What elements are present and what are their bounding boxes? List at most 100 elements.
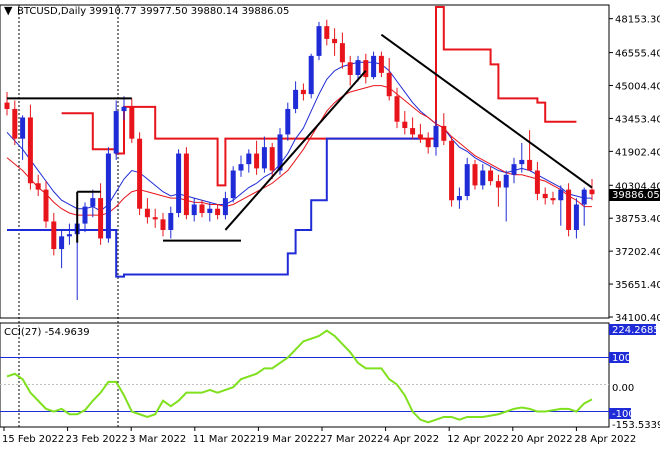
candle-body	[558, 189, 564, 201]
candle	[113, 100, 119, 160]
candle-body	[90, 198, 96, 207]
candle	[581, 187, 587, 226]
candle-body	[519, 159, 525, 165]
candle-body	[316, 26, 322, 56]
candle-body	[27, 117, 33, 184]
trendline	[380, 33, 593, 189]
candle	[480, 164, 486, 190]
candle	[261, 136, 267, 173]
candle	[4, 91, 10, 116]
cci-level-0-label: 0.00	[612, 383, 634, 394]
candle-body	[199, 204, 205, 213]
date-tick-label: 12 Apr 2022	[447, 434, 509, 445]
candle	[90, 189, 96, 218]
fast-ma-line	[6, 61, 592, 212]
candle	[269, 142, 275, 180]
candle-body	[402, 121, 408, 129]
date-axis: 15 Feb 2022 23 Feb 2022 3 Mar 2022 11 Mar 2…	[2, 427, 636, 445]
candle-body	[20, 117, 26, 139]
candle-body	[425, 138, 431, 148]
candle-body	[511, 164, 517, 175]
candle	[98, 183, 104, 245]
candle-body	[363, 60, 369, 78]
candle-body	[43, 189, 49, 222]
candle-body	[176, 153, 182, 213]
candle	[293, 81, 299, 114]
candle-body	[542, 193, 548, 199]
candle-body	[378, 55, 384, 73]
price-pane-frame	[0, 4, 610, 319]
price-tick-label: 48153.30	[615, 15, 660, 26]
candle-body	[105, 153, 111, 239]
candle	[347, 55, 353, 86]
price-axis: 48153.30 46555.40 45004.40 43453.40 41902.40…	[609, 15, 660, 324]
candle-body	[137, 138, 143, 209]
candle-body	[59, 236, 65, 250]
candle	[371, 51, 377, 80]
candle-body	[82, 206, 88, 224]
candle	[308, 53, 314, 99]
candle-body	[386, 72, 392, 97]
candle	[339, 32, 345, 69]
candle-body	[394, 96, 400, 122]
candle-body	[417, 134, 423, 139]
candle-body	[534, 170, 540, 194]
date-tick-label: 4 Apr 2022	[384, 434, 439, 445]
trendline	[224, 70, 367, 231]
candle-body	[300, 89, 306, 95]
candle	[332, 28, 338, 56]
candle	[355, 55, 361, 82]
candle-body	[191, 204, 197, 216]
cci-level-neg100-box	[609, 408, 631, 419]
current-price-label: 39886.05	[612, 190, 660, 201]
candle-body	[371, 55, 377, 78]
candle-body	[589, 189, 595, 195]
candle	[59, 229, 65, 269]
candle-body	[207, 208, 213, 213]
candle-body	[339, 43, 345, 63]
candle	[230, 166, 236, 203]
candle-body	[449, 140, 455, 201]
candle-body	[480, 170, 486, 186]
price-tick-label: 38753.40	[615, 214, 660, 225]
candle-body	[121, 106, 127, 112]
candle	[472, 159, 478, 190]
candle	[144, 198, 150, 224]
candle	[425, 132, 431, 154]
candle-body	[566, 189, 572, 230]
candle	[464, 157, 470, 201]
candle-body	[129, 106, 135, 139]
candle	[254, 140, 260, 175]
candle-body	[332, 38, 338, 44]
candle	[238, 155, 244, 177]
candle	[589, 179, 595, 201]
date-tick-label: 23 Feb 2022	[66, 434, 128, 445]
candle	[511, 157, 517, 184]
candle	[43, 181, 49, 228]
candle	[66, 223, 72, 245]
lower-envelope-line	[7, 137, 421, 278]
triangle-down-icon: ▼	[4, 4, 13, 17]
symbol-label: BTCUSD,Daily	[17, 6, 86, 17]
date-tick-label: 15 Feb 2022	[2, 434, 64, 445]
candle	[550, 191, 556, 205]
candle	[542, 187, 548, 205]
candle-body	[293, 89, 299, 109]
candle-body	[495, 181, 501, 188]
candle-body	[113, 111, 119, 154]
candle-body	[230, 170, 236, 199]
candle	[285, 102, 291, 141]
candle	[121, 96, 127, 120]
candle	[488, 166, 494, 186]
candle	[160, 212, 166, 237]
candle	[168, 206, 174, 239]
candle-body	[160, 219, 166, 230]
candle-body	[144, 208, 150, 218]
candle-body	[152, 217, 158, 220]
candle-body	[215, 208, 221, 216]
candle-body	[410, 128, 416, 135]
candle	[534, 162, 540, 201]
candle-body	[441, 125, 447, 141]
candle	[27, 104, 33, 190]
